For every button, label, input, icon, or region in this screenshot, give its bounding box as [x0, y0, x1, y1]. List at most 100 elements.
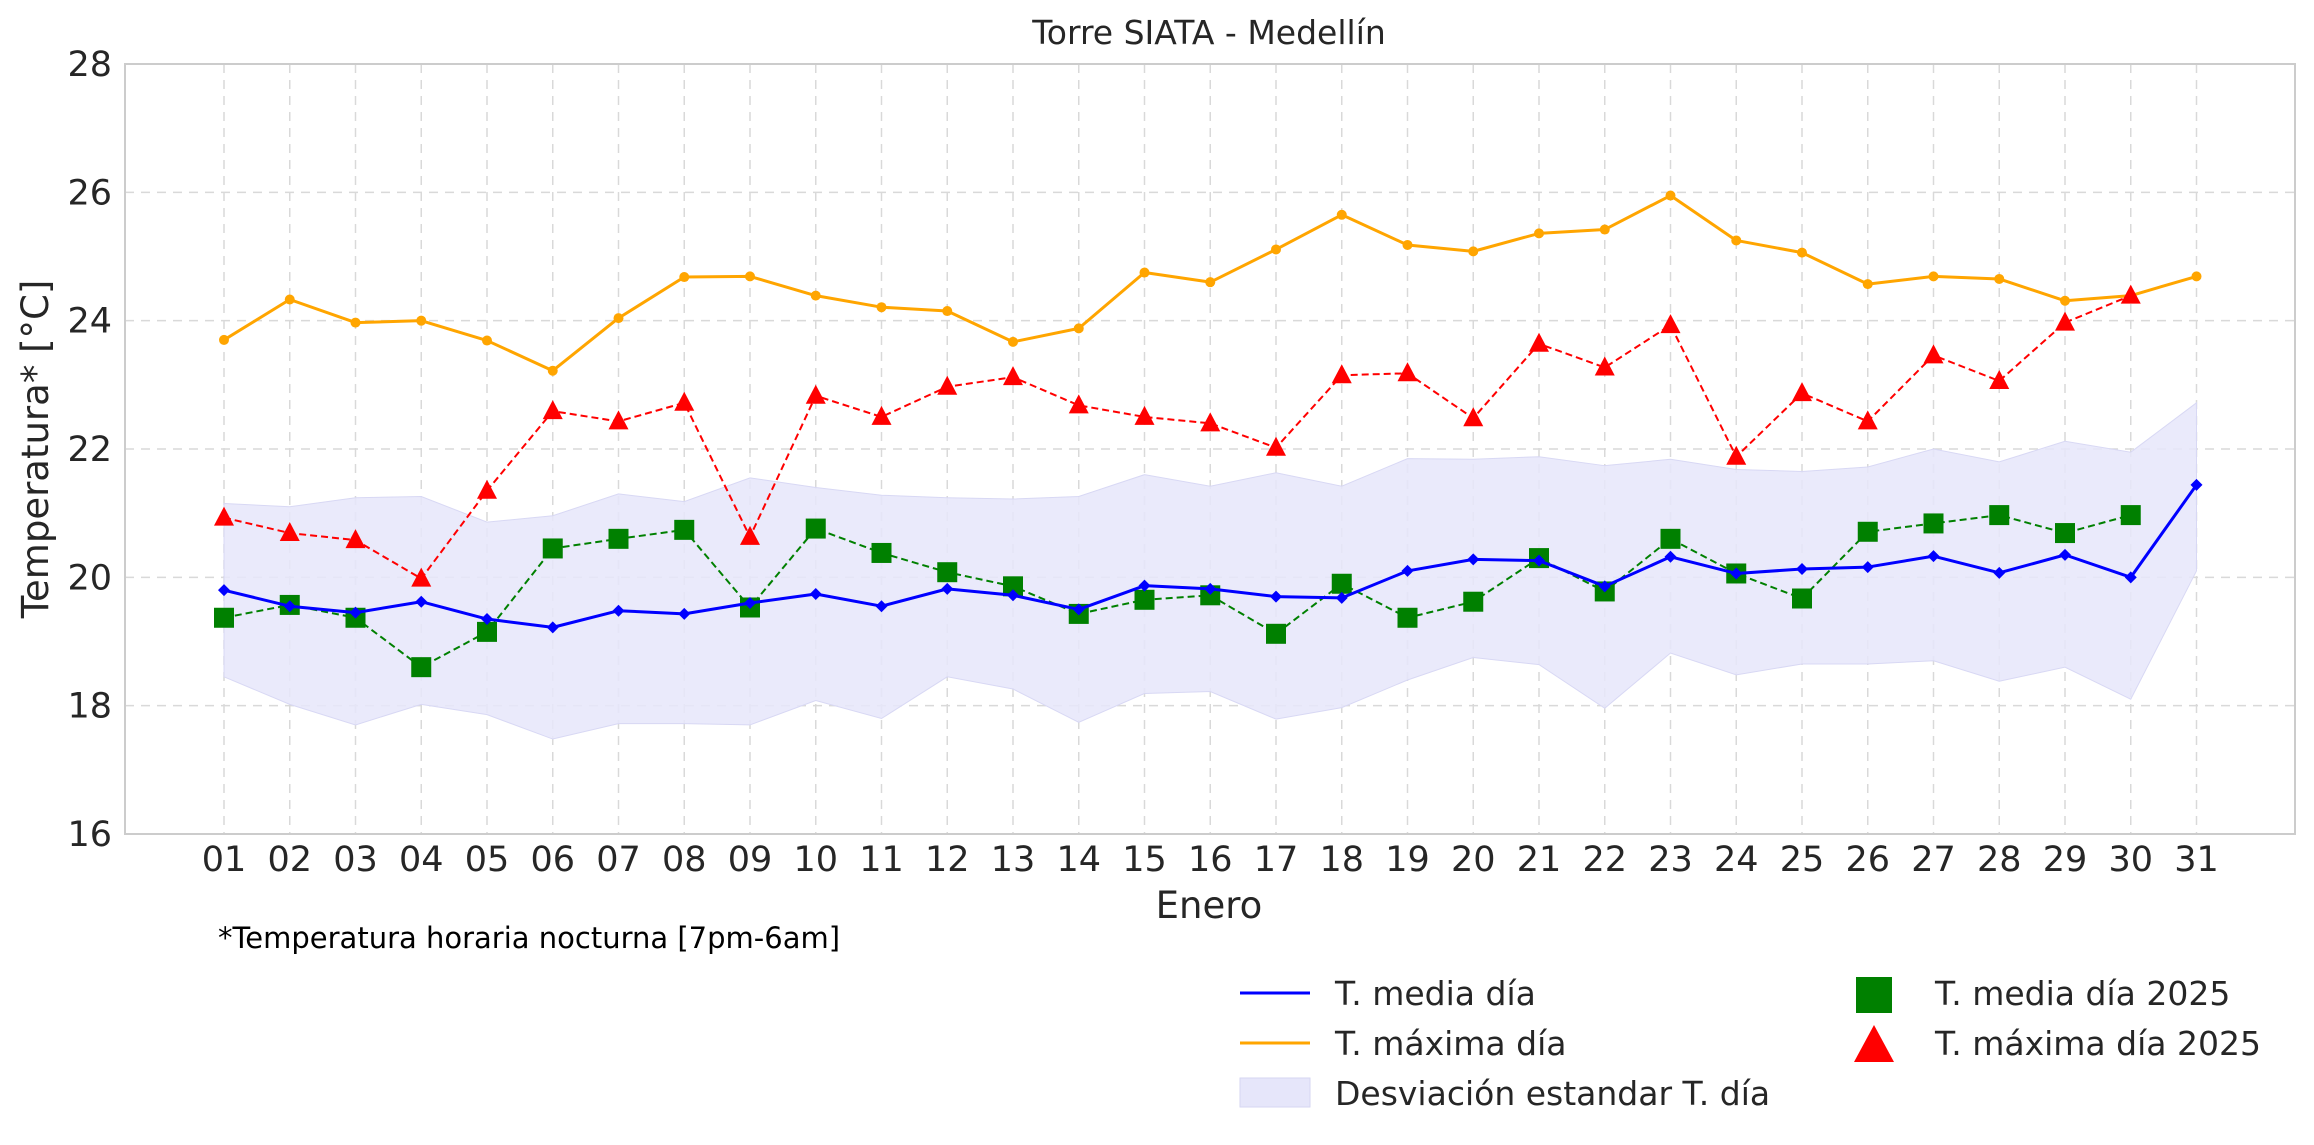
data-point-square	[1989, 505, 2010, 526]
legend-label-maxima-2025: T. máxima día 2025	[1934, 1024, 2261, 1063]
data-point-square	[937, 562, 958, 583]
data-point-triangle	[1003, 366, 1023, 386]
legend-swatch-maxima-2025	[1854, 1025, 1894, 1062]
footnote: *Temperatura horaria nocturna [7pm-6am]	[218, 921, 840, 955]
x-tick-label: 19	[1385, 840, 1430, 880]
data-point-diamond	[283, 600, 296, 613]
data-point-diamond	[1664, 550, 1677, 563]
data-point-square	[1003, 576, 1023, 597]
data-point-triangle	[2055, 311, 2075, 331]
data-point-dot	[219, 334, 229, 345]
data-point-triangle	[1331, 364, 1352, 384]
std-deviation-band	[223, 401, 2197, 740]
data-point-square	[608, 528, 629, 549]
data-point-triangle	[1266, 436, 1286, 456]
data-point-triangle	[937, 375, 958, 395]
data-point-diamond	[809, 588, 822, 601]
data-point-triangle	[1989, 369, 2010, 389]
data-point-triangle	[740, 525, 760, 545]
data-point-diamond	[1072, 603, 1085, 616]
data-point-square	[542, 538, 563, 559]
data-point-square	[1463, 591, 1484, 612]
x-tick-label: 29	[2043, 840, 2088, 880]
data-point-square	[674, 519, 695, 540]
data-point-dot	[810, 290, 821, 301]
x-tick-label: 28	[1977, 840, 2022, 880]
data-point-square	[214, 607, 234, 628]
data-point-triangle	[1726, 445, 1747, 465]
y-tick-label: 16	[67, 815, 112, 855]
data-point-triangle	[542, 400, 563, 420]
x-tick-label: 24	[1714, 840, 1759, 880]
data-point-dot	[1205, 277, 1216, 288]
data-point-diamond	[612, 604, 625, 617]
x-tick-label: 11	[859, 840, 904, 880]
tick-layer: 16 18 20 22 24 26 28 01 02 03 04 05 06 07 08 09 10 11 12 13…	[67, 45, 2218, 880]
data-point-triangle	[345, 529, 366, 549]
x-tick-label: 31	[2174, 840, 2219, 880]
data-point-diamond	[1204, 582, 1217, 595]
data-point-triangle	[1397, 362, 1418, 382]
data-point-dot	[1139, 267, 1150, 278]
y-tick-label: 18	[67, 687, 112, 727]
legend-label-media-2025: T. media día 2025	[1934, 974, 2230, 1013]
chart-title: Torre SIATA - Medellín	[1031, 13, 1386, 52]
x-tick-label: 26	[1845, 840, 1890, 880]
data-point-diamond	[481, 613, 493, 626]
data-point-diamond	[1467, 553, 1480, 566]
legend: T. media día T. máxima día Desviación es…	[1239, 974, 2261, 1113]
x-tick-label: 04	[399, 840, 444, 880]
data-point-triangle	[214, 506, 234, 526]
data-point-square	[1857, 521, 1878, 542]
data-point-dot	[1599, 224, 1610, 235]
data-point-square	[477, 621, 497, 642]
data-point-dot	[1665, 190, 1676, 201]
series-line-2	[223, 514, 2132, 669]
data-point-dot	[679, 272, 690, 283]
data-point-diamond	[1861, 561, 1874, 574]
y-axis-label: Temperatura* [°C]	[14, 280, 57, 620]
data-point-triangle	[279, 522, 300, 542]
data-point-diamond	[218, 584, 230, 597]
x-tick-label: 25	[1780, 840, 1825, 880]
x-tick-label: 14	[1056, 840, 1101, 880]
data-point-square	[1134, 589, 1155, 610]
x-tick-label: 09	[728, 840, 773, 880]
data-point-triangle	[608, 410, 629, 430]
y-tick-label: 28	[67, 45, 112, 85]
data-point-diamond	[349, 606, 362, 619]
legend-label-maxima: T. máxima día	[1334, 1024, 1566, 1063]
data-point-square	[1397, 607, 1418, 628]
data-point-triangle	[805, 384, 826, 404]
data-point-triangle	[1200, 412, 1221, 432]
x-tick-label: 12	[925, 840, 970, 880]
x-tick-label: 10	[793, 840, 838, 880]
y-tick-label: 24	[67, 302, 112, 342]
x-tick-label: 16	[1188, 840, 1233, 880]
data-point-diamond	[1993, 566, 2006, 579]
x-tick-label: 13	[991, 840, 1036, 880]
x-tick-label: 05	[465, 840, 510, 880]
x-tick-label: 23	[1648, 840, 1693, 880]
x-tick-label: 06	[530, 840, 575, 880]
data-point-triangle	[1792, 382, 1812, 402]
x-tick-label: 18	[1319, 840, 1364, 880]
data-point-dot	[1797, 247, 1807, 258]
legend-swatch-media-2025	[1856, 977, 1892, 1013]
data-point-dot	[1468, 246, 1479, 257]
data-point-triangle	[411, 567, 432, 587]
data-point-square	[2055, 523, 2075, 544]
data-point-dot	[547, 365, 558, 376]
data-point-dot	[1928, 271, 1939, 282]
data-point-triangle	[1660, 314, 1681, 334]
data-point-triangle	[1068, 394, 1089, 414]
data-point-triangle	[674, 391, 695, 411]
data-point-diamond	[1598, 580, 1611, 593]
data-point-dot	[1731, 235, 1742, 246]
data-point-dot	[745, 271, 755, 282]
data-point-diamond	[2124, 571, 2137, 584]
data-point-diamond	[1401, 564, 1414, 577]
data-point-triangle	[871, 405, 892, 425]
data-point-triangle	[477, 479, 497, 499]
